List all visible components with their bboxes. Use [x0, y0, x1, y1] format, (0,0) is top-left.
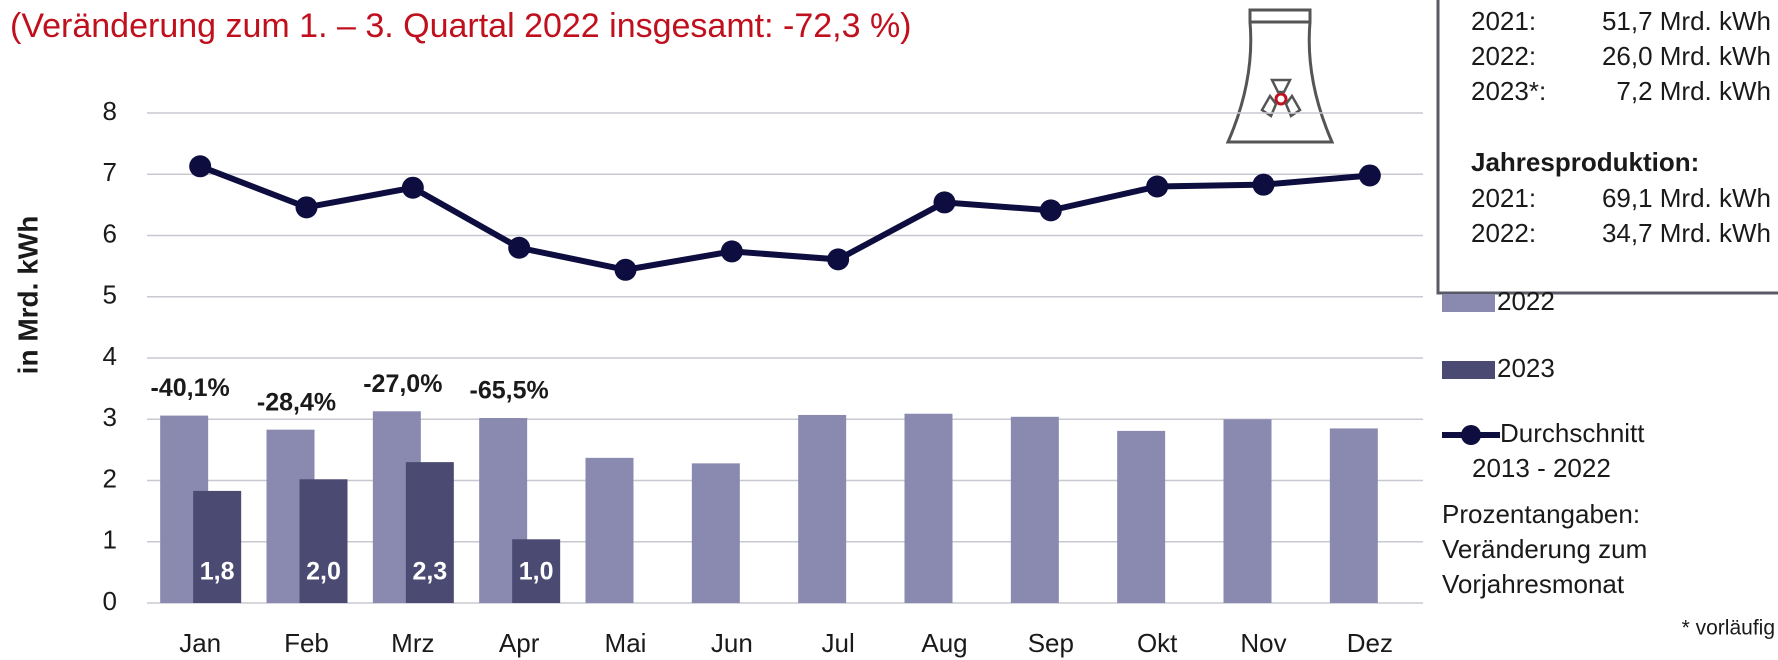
info-value: 34,7 Mrd. kWh — [1602, 218, 1771, 248]
bar — [691, 463, 740, 603]
chart-title: (Veränderung zum 1. – 3. Quartal 2022 in… — [10, 7, 912, 45]
info-value: 51,7 Mrd. kWh — [1602, 6, 1771, 36]
line-marker — [720, 240, 743, 263]
legend-label: 2013 - 2022 — [1472, 453, 1611, 483]
y-tick-label: 5 — [103, 280, 117, 310]
info-label: 2021: — [1471, 183, 1536, 213]
change-label: -65,5% — [470, 377, 549, 405]
x-tick-label: Feb — [284, 628, 329, 658]
legend-label: 2022 — [1497, 286, 1555, 316]
bar — [1010, 416, 1059, 603]
bar — [1329, 428, 1378, 603]
line-marker — [1146, 175, 1169, 198]
x-tick-label: Aug — [921, 628, 967, 658]
bar — [299, 479, 348, 603]
line-marker — [1358, 164, 1381, 187]
line-marker — [933, 191, 956, 214]
bar — [193, 490, 242, 603]
y-tick-label: 0 — [103, 586, 117, 616]
y-tick-label: 7 — [103, 157, 117, 187]
data-label: 1,0 — [519, 558, 554, 586]
x-tick-label: Jan — [179, 628, 221, 658]
line — [199, 163, 1371, 273]
x-tick-label: Apr — [499, 628, 540, 658]
info-heading: Jahresproduktion: — [1471, 147, 1699, 177]
bar — [585, 457, 634, 603]
note: Vorjahresmonat — [1442, 569, 1625, 599]
legend-label: Durchschnitt — [1500, 418, 1645, 448]
data-label: 2,0 — [306, 558, 341, 586]
line-marker — [1252, 173, 1275, 196]
icon — [1225, 8, 1335, 144]
change-label: -27,0% — [363, 370, 442, 398]
line-marker — [827, 248, 850, 271]
x-tick-label: Jun — [711, 628, 753, 658]
bar — [904, 413, 953, 603]
change-label: -28,4% — [257, 388, 336, 416]
info-label: 2023*: — [1471, 76, 1546, 106]
legend-label: 2023 — [1497, 353, 1555, 383]
legend-swatch — [1442, 294, 1495, 312]
line-marker — [401, 176, 424, 199]
y-tick-label: 1 — [103, 525, 117, 555]
info-value: 26,0 Mrd. kWh — [1602, 41, 1771, 71]
bar — [1223, 419, 1272, 603]
y-tick-label: 2 — [103, 463, 117, 493]
change-label: -40,1% — [151, 374, 230, 402]
x-tick-label: Dez — [1347, 628, 1393, 658]
line-marker — [508, 236, 531, 259]
bar — [798, 414, 847, 603]
line-marker — [295, 196, 318, 219]
bar — [1117, 430, 1166, 603]
info-value: 69,1 Mrd. kWh — [1602, 183, 1771, 213]
info-label: 2022: — [1471, 41, 1536, 71]
line-marker — [614, 258, 637, 281]
y-tick-label: 4 — [103, 341, 117, 371]
note: Veränderung zum — [1442, 534, 1647, 564]
data-label: 2,3 — [412, 558, 447, 586]
info-value: 7,2 Mrd. kWh — [1616, 76, 1771, 106]
line-marker — [189, 155, 212, 178]
y-axis-label: in Mrd. kWh — [12, 216, 43, 375]
note: Prozentangaben: — [1442, 499, 1640, 529]
info-label: 2021: — [1471, 6, 1536, 36]
legend-swatch — [1442, 361, 1495, 379]
y-tick-label: 3 — [103, 402, 117, 432]
x-tick-label: Mrz — [391, 628, 434, 658]
info-box — [1436, 0, 1778, 295]
data-label: 1,8 — [200, 558, 235, 586]
bar — [512, 539, 561, 603]
x-tick-label: Nov — [1240, 628, 1286, 658]
footnote: * vorläufig — [1682, 617, 1775, 640]
y-tick-label: 8 — [103, 96, 117, 126]
line-marker — [1039, 199, 1062, 222]
x-tick-label: Okt — [1137, 628, 1178, 658]
y-tick-label: 6 — [103, 218, 117, 248]
x-tick-label: Sep — [1028, 628, 1074, 658]
x-tick-label: Jul — [822, 628, 855, 658]
x-tick-label: Mai — [605, 628, 647, 658]
legend-marker — [1461, 425, 1481, 445]
info-label: 2022: — [1471, 218, 1536, 248]
bar — [405, 462, 454, 603]
